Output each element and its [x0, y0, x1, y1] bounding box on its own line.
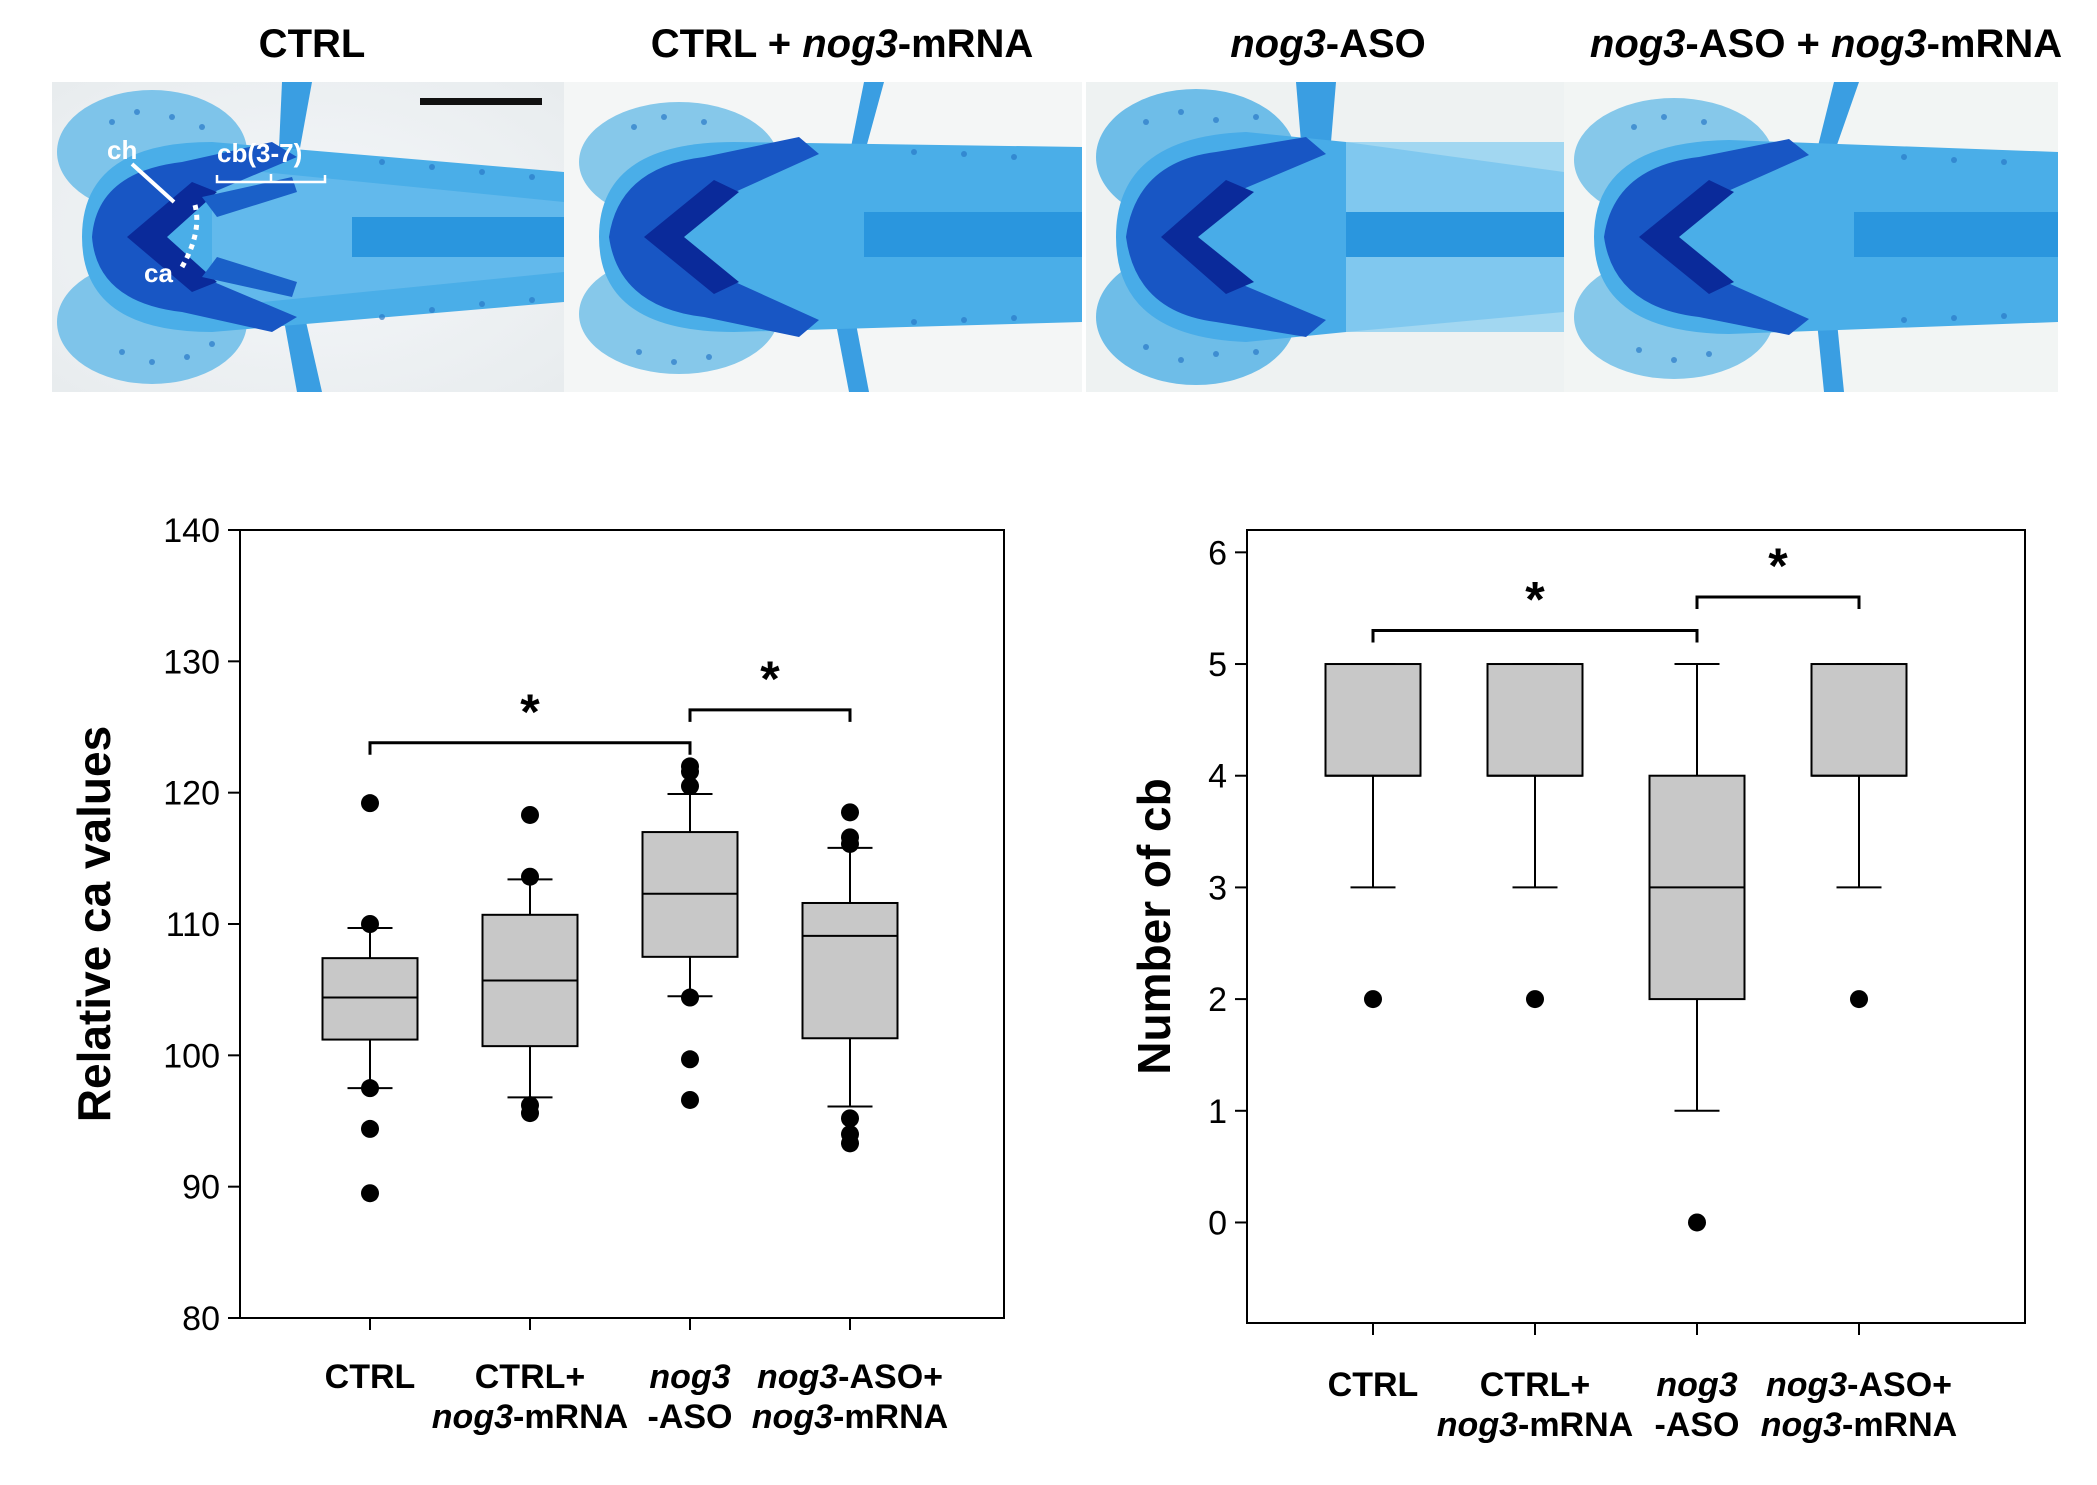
chart2-ylabel: Number of cb	[1128, 778, 1180, 1074]
chart2-outlier-point	[1526, 990, 1544, 1009]
chart1-significance-star: *	[520, 684, 540, 740]
chart2-ytick-label: 2	[1208, 981, 1227, 1019]
photo-aso	[1086, 82, 1564, 392]
chart2-ytick-label: 6	[1208, 534, 1227, 572]
chart1-ytick-label: 90	[182, 1169, 220, 1207]
chart1-category-label-line1: nog3	[649, 1358, 730, 1396]
chart2-box	[1486, 663, 1584, 777]
chart1-significance-bracket	[688, 708, 852, 722]
chart1-significance-bracket	[368, 741, 692, 755]
chart2-ytick-label: 4	[1208, 758, 1227, 796]
chart2-ytick-label: 5	[1208, 646, 1227, 684]
chart1-outlier-point	[361, 1184, 379, 1203]
chart1-outlier-point	[681, 988, 699, 1007]
chart1-ytick-label: 110	[166, 906, 220, 944]
chart1-outlier-point	[521, 805, 539, 824]
photo-ctrl: ch cb(3-7) ca	[52, 82, 564, 392]
chart1-box	[321, 957, 419, 1041]
chart1-category-label-line2: -ASO	[648, 1398, 733, 1436]
panel-title-aso: nog3-ASO	[1230, 22, 1426, 66]
chart2-outlier-point	[1364, 990, 1382, 1009]
panel-title-aso-mrna: nog3-ASO + nog3-mRNA	[1589, 22, 2063, 66]
chart2-category-label-line2: nog3-mRNA	[1437, 1406, 1633, 1444]
photo-ctrl-mrna	[564, 82, 1082, 392]
chart2-category-label-line1: CTRL+	[1480, 1366, 1591, 1404]
annotation-cb: cb(3-7)	[217, 138, 302, 168]
chart1-outlier-point	[841, 834, 859, 853]
chart1-category-label-line2: nog3-mRNA	[432, 1398, 628, 1436]
chart1-outlier-point	[681, 1050, 699, 1069]
chart2-significance-bracket	[1695, 595, 1861, 610]
chart2-ytick-label: 1	[1208, 1093, 1227, 1131]
chart2-category-label-line2: -ASO	[1655, 1406, 1740, 1444]
chart2-category-label-line1: nog3	[1656, 1366, 1737, 1404]
chart2-significance-star: *	[1768, 538, 1788, 594]
photo-aso-mrna	[1564, 82, 2058, 392]
chart1-outlier-point	[361, 1119, 379, 1138]
chart2-outlier-point	[1688, 1213, 1706, 1232]
scale-bar	[420, 98, 542, 105]
chart2-category-label-line2: nog3-mRNA	[1761, 1406, 1957, 1444]
chart1-outlier-point	[681, 777, 699, 796]
chart1-outlier-point	[361, 915, 379, 933]
chart2-ytick-label: 3	[1208, 869, 1227, 907]
chart1-category-label-line1: CTRL	[325, 1358, 416, 1396]
chart1-outlier-point	[521, 867, 539, 886]
chart2-significance-star: *	[1525, 572, 1545, 628]
chart1-outlier-point	[841, 1134, 859, 1153]
chart2-plot-frame	[1246, 529, 2026, 1324]
annotation-ca: ca	[144, 258, 173, 288]
chart1-outlier-point	[681, 762, 699, 781]
chart1-outlier-point	[681, 1090, 699, 1109]
chart1-outlier-point	[361, 1079, 379, 1098]
chart1-outlier-point	[361, 794, 379, 813]
chart1-significance-star: *	[760, 651, 780, 707]
chart2-box	[1324, 663, 1422, 777]
chart1-outlier-point	[521, 1104, 539, 1123]
chart2-category-label-line1: nog3-ASO+	[1766, 1366, 1952, 1404]
chart1-ytick-label: 80	[182, 1300, 220, 1338]
panel-title-ctrl: CTRL	[258, 22, 366, 66]
chart2-category-label-line1: CTRL	[1328, 1366, 1419, 1404]
chart1-category-label-line1: CTRL+	[475, 1358, 586, 1396]
chart1-ylabel: Relative ca values	[68, 726, 120, 1122]
chart1-ytick-label: 130	[163, 643, 220, 681]
chart1-box	[801, 901, 899, 1040]
chart2-box	[1810, 663, 1908, 777]
chart1-outlier-point	[841, 803, 859, 822]
chart1-ytick-label: 120	[163, 775, 220, 813]
chart2-ytick-label: 0	[1208, 1204, 1227, 1242]
chart1-category-label-line2: nog3-mRNA	[752, 1398, 948, 1436]
panel-title-ctrl-mrna: CTRL + nog3-mRNA	[650, 22, 1034, 66]
chart1-category-label-line1: nog3-ASO+	[757, 1358, 943, 1396]
chart2-outlier-point	[1850, 990, 1868, 1009]
chart2-significance-bracket	[1371, 629, 1699, 643]
chart1-ytick-label: 140	[163, 512, 220, 550]
annotation-ch: ch	[107, 135, 137, 165]
chart1-outlier-point	[841, 1109, 859, 1128]
chart1-ytick-label: 100	[163, 1037, 220, 1075]
